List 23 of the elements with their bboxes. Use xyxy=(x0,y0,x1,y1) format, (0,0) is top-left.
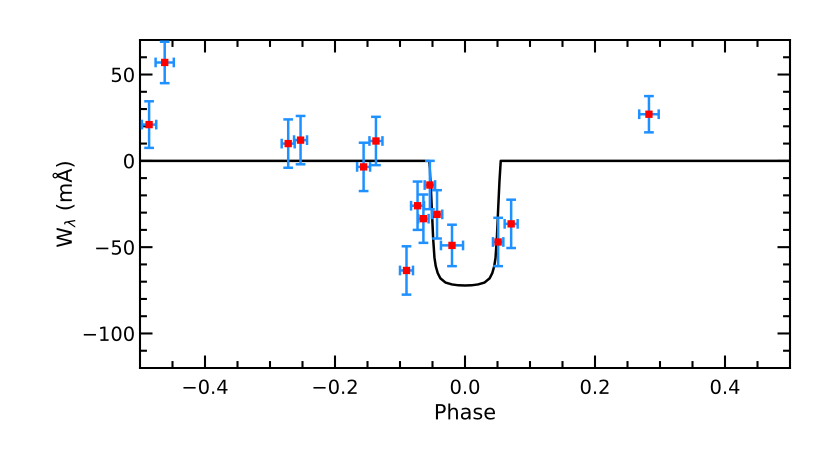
point xyxy=(372,137,380,145)
y-tick-label: −50 xyxy=(96,240,134,255)
point xyxy=(296,136,304,144)
y-axis-title: W$_{λ}$ (mÅ) xyxy=(52,162,76,248)
x-axis-title: Phase xyxy=(436,403,495,420)
y-tick-label: 0 xyxy=(124,154,134,169)
x-tick-label: 0.2 xyxy=(580,379,609,394)
point xyxy=(284,140,292,148)
x-tick-label: 0.0 xyxy=(450,379,480,394)
y-tick-label: −100 xyxy=(84,326,134,342)
point xyxy=(645,110,653,118)
point xyxy=(507,220,515,228)
y-tick-label: 50 xyxy=(112,67,134,82)
point xyxy=(414,202,422,210)
point xyxy=(494,238,502,246)
point xyxy=(448,242,456,250)
x-tick-label: −0.4 xyxy=(183,379,228,394)
point xyxy=(145,120,153,128)
point xyxy=(360,163,368,171)
point xyxy=(161,58,168,66)
point xyxy=(402,266,410,274)
x-tick-label: −0.2 xyxy=(313,379,357,394)
x-tick-label: 0.4 xyxy=(710,379,740,394)
